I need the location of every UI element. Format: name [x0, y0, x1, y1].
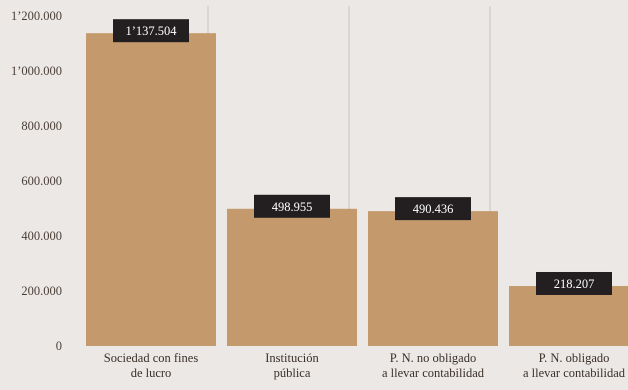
bar — [509, 285, 628, 346]
bars — [86, 33, 628, 346]
value-label: 498.955 — [254, 194, 330, 218]
value-label: 490.436 — [395, 197, 471, 221]
y-tick-label: 600.000 — [21, 174, 62, 188]
bar — [86, 33, 216, 346]
value-label-text: 498.955 — [272, 200, 313, 214]
category-label: Institución pública — [265, 351, 319, 380]
value-label: 218.207 — [536, 271, 612, 295]
value-label-box — [536, 271, 612, 295]
value-label-box — [113, 19, 189, 43]
y-tick-label: 1’200.000 — [11, 9, 62, 23]
y-tick-label: 400.000 — [21, 229, 62, 243]
value-label-box — [254, 194, 330, 218]
value-label-box — [395, 197, 471, 221]
y-tick-label: 0 — [56, 339, 62, 353]
y-tick-label: 200.000 — [21, 284, 62, 298]
category-label: P. N. obligado a llevar contabilidad — [523, 351, 626, 380]
category-label: P. N. no obligado a llevar contabilidad — [382, 351, 485, 380]
category-label-line: P. N. no obligado — [390, 351, 476, 365]
bar — [227, 208, 357, 346]
category-label-line: a llevar contabilidad — [382, 366, 485, 380]
value-labels: 1’137.504 498.955 490.436 218.207 — [113, 19, 612, 295]
x-axis-category-labels: Sociedad con fines de lucro Institución púb… — [104, 351, 626, 380]
category-label-line: pública — [274, 366, 311, 380]
category-label-line: Institución — [265, 351, 319, 365]
value-label: 1’137.504 — [113, 19, 189, 43]
category-label-line: de lucro — [131, 366, 172, 380]
value-label-text: 218.207 — [554, 277, 595, 291]
value-label-text: 490.436 — [413, 202, 454, 216]
value-label-text: 1’137.504 — [125, 24, 177, 38]
category-label: Sociedad con fines de lucro — [104, 351, 199, 380]
y-tick-label: 800.000 — [21, 119, 62, 133]
y-axis-tick-labels: 0 200.000 400.000 600.000 800.000 1’000.000 1’… — [11, 9, 62, 353]
bar — [368, 211, 498, 346]
category-label-line: Sociedad con fines — [104, 351, 199, 365]
category-label-line: a llevar contabilidad — [523, 366, 626, 380]
y-tick-label: 1’000.000 — [11, 64, 62, 78]
category-label-line: P. N. obligado — [539, 351, 610, 365]
